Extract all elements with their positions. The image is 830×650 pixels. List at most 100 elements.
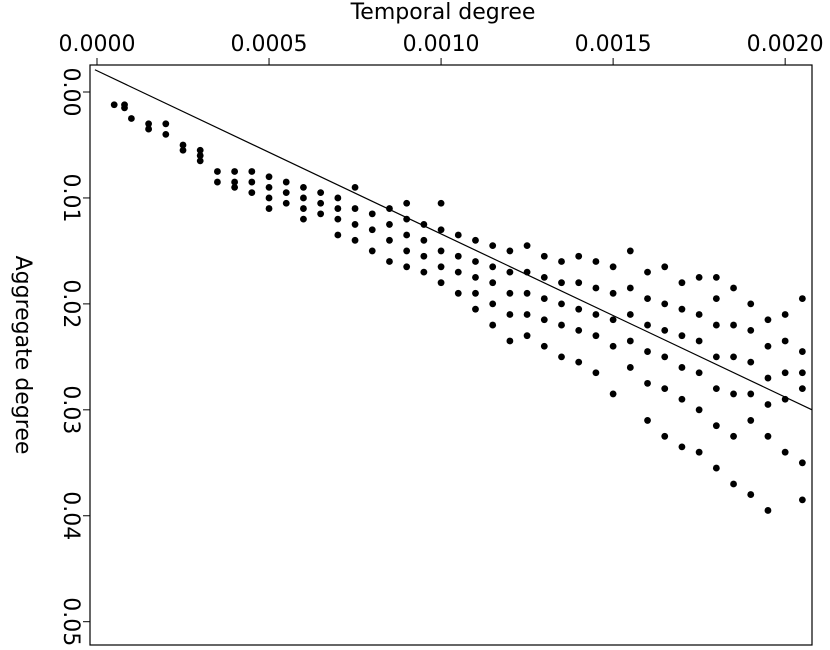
point (368, 247, 376, 255)
plot-frame (89, 64, 813, 646)
point (403, 263, 411, 271)
point (317, 189, 325, 197)
y-tick-label: 0.05 (58, 597, 83, 646)
point (121, 101, 128, 109)
point (403, 231, 411, 239)
point (145, 120, 152, 128)
point (420, 252, 428, 260)
point (678, 395, 686, 403)
point (712, 385, 720, 393)
point (489, 279, 497, 287)
point (506, 247, 514, 255)
point (781, 448, 789, 456)
point (644, 417, 651, 424)
y-tick-label: 0.04 (58, 491, 83, 540)
x-tick-label: 0.0000 (58, 32, 135, 57)
point (678, 279, 686, 287)
point (764, 374, 772, 382)
point (540, 274, 548, 281)
point (747, 300, 755, 308)
point (644, 348, 651, 355)
point (506, 289, 514, 297)
point (351, 205, 359, 212)
point (730, 390, 737, 398)
point (712, 295, 720, 302)
point (231, 178, 239, 186)
point (351, 236, 359, 244)
point (592, 258, 600, 265)
point (472, 236, 479, 244)
point (747, 326, 755, 334)
point (523, 268, 531, 276)
point (248, 189, 256, 197)
point (437, 279, 445, 287)
point (472, 258, 479, 265)
point (626, 284, 634, 292)
fit-line (94, 69, 813, 411)
point (420, 268, 428, 276)
point (145, 125, 152, 133)
point (231, 168, 239, 175)
point (489, 242, 497, 250)
point (265, 194, 273, 202)
point (386, 205, 393, 212)
point (386, 221, 393, 228)
x-tick-label: 0.0015 (575, 32, 652, 57)
point (403, 199, 411, 207)
point (110, 101, 118, 109)
point (454, 252, 462, 260)
point (334, 194, 342, 202)
point (712, 321, 720, 329)
point (540, 295, 548, 302)
point (712, 464, 720, 472)
point (712, 353, 720, 361)
point (558, 321, 565, 329)
point (764, 401, 772, 408)
point (420, 236, 428, 244)
point (472, 289, 479, 297)
point (764, 432, 772, 440)
x-axis-label: Temporal degree (350, 0, 536, 25)
y-tick-label: 0.03 (58, 385, 83, 434)
point (214, 168, 221, 175)
point (644, 321, 651, 329)
point (730, 353, 737, 361)
y-axis-label: Aggregate degree (10, 256, 35, 455)
point (661, 353, 669, 361)
point (609, 263, 617, 271)
point (661, 263, 669, 271)
point (798, 496, 806, 504)
point (798, 369, 806, 377)
point (351, 183, 359, 191)
point (368, 210, 376, 218)
point (661, 385, 669, 393)
x-tick-label: 0.0020 (747, 32, 824, 57)
x-tick-label: 0.0005 (231, 32, 308, 57)
point (644, 295, 651, 302)
point (506, 337, 514, 345)
point (575, 358, 583, 366)
point (265, 205, 273, 212)
point (730, 480, 737, 488)
point (695, 448, 703, 456)
point (368, 226, 376, 234)
point (781, 337, 789, 345)
point (334, 215, 342, 223)
point (781, 395, 789, 403)
point (282, 178, 290, 186)
point (678, 443, 686, 451)
point (730, 321, 737, 329)
point (592, 332, 600, 340)
point (317, 199, 325, 207)
point (179, 141, 187, 149)
point (626, 247, 634, 255)
point (644, 268, 651, 276)
point (437, 247, 445, 255)
point (489, 300, 497, 308)
point (265, 183, 273, 191)
point (678, 364, 686, 371)
point (540, 252, 548, 260)
point (764, 507, 772, 514)
